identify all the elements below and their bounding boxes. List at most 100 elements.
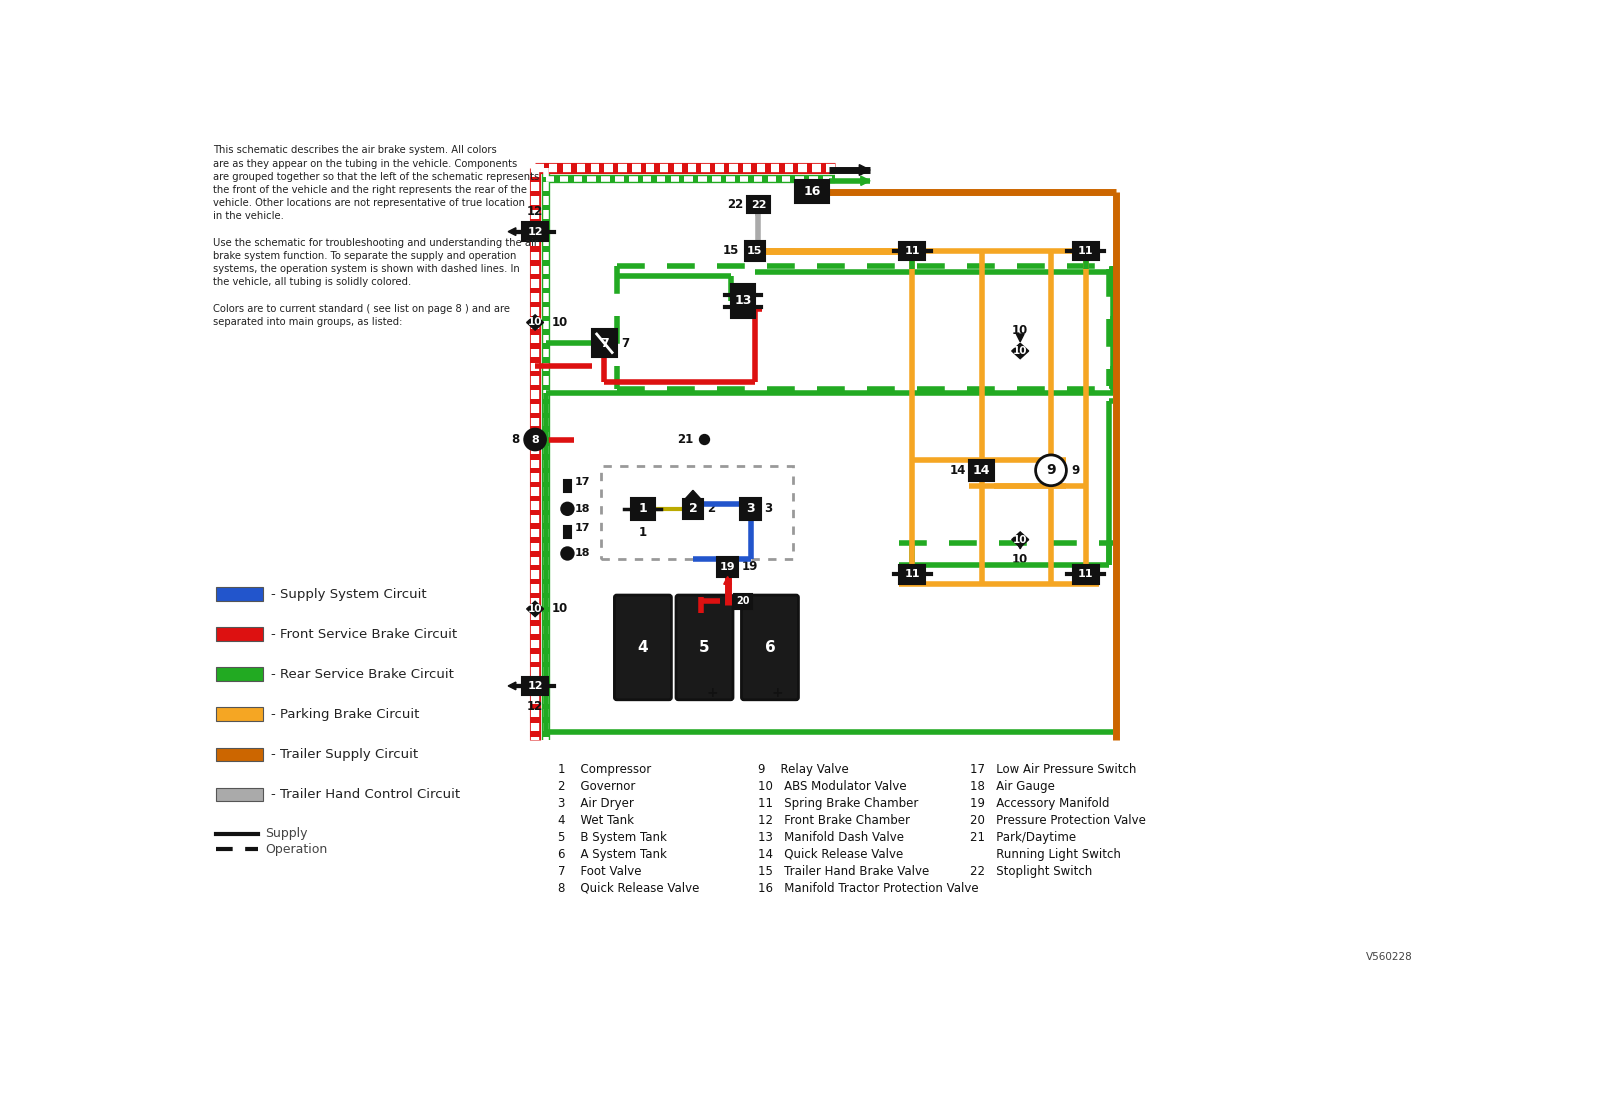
Bar (630, 498, 656, 520)
Polygon shape (1011, 532, 1029, 547)
Polygon shape (861, 176, 870, 185)
Text: 22   Stoplight Switch: 22 Stoplight Switch (970, 865, 1093, 878)
Text: 18: 18 (574, 548, 590, 559)
Text: - Front Service Brake Circuit: - Front Service Brake Circuit (270, 628, 458, 641)
Bar (216, 747, 264, 762)
Text: - Supply System Circuit: - Supply System Circuit (270, 587, 427, 601)
Text: 8: 8 (512, 433, 520, 446)
Text: 9: 9 (1046, 464, 1056, 478)
Text: 5    B System Tank: 5 B System Tank (558, 831, 667, 844)
Text: 3    Air Dryer: 3 Air Dryer (558, 797, 634, 810)
Bar (1072, 241, 1099, 260)
Text: 12: 12 (528, 681, 542, 690)
Text: 20: 20 (736, 596, 750, 606)
Text: 10: 10 (552, 603, 568, 616)
Text: 4    Wet Tank: 4 Wet Tank (558, 813, 634, 826)
Text: 8    Quick Release Valve: 8 Quick Release Valve (558, 881, 699, 894)
Circle shape (562, 547, 574, 560)
Text: 19: 19 (741, 560, 758, 573)
Polygon shape (509, 682, 515, 689)
Polygon shape (1016, 541, 1024, 549)
Text: 18   Air Gauge: 18 Air Gauge (970, 780, 1054, 792)
Text: 17: 17 (574, 477, 590, 487)
Text: 1    Compressor: 1 Compressor (558, 763, 651, 776)
Bar (717, 557, 738, 576)
Text: - Trailer Hand Control Circuit: - Trailer Hand Control Circuit (270, 788, 461, 801)
Text: 1: 1 (638, 526, 646, 539)
Text: 10: 10 (1013, 553, 1029, 567)
Circle shape (1035, 455, 1067, 486)
Bar (563, 480, 571, 492)
Bar (216, 587, 264, 602)
Text: 12   Front Brake Chamber: 12 Front Brake Chamber (758, 813, 910, 826)
FancyBboxPatch shape (614, 595, 672, 699)
Bar (739, 498, 762, 520)
Polygon shape (723, 576, 731, 584)
Bar (522, 222, 549, 241)
Text: +: + (706, 686, 718, 699)
Text: 20: 20 (755, 595, 771, 607)
Text: 16   Manifold Tractor Protection Valve: 16 Manifold Tractor Protection Valve (758, 881, 979, 894)
Bar (216, 788, 264, 801)
Text: 2: 2 (688, 502, 698, 515)
Text: 11: 11 (1078, 246, 1093, 255)
Polygon shape (685, 490, 701, 499)
Text: 13: 13 (734, 295, 752, 307)
Text: 11: 11 (1078, 569, 1093, 580)
Bar (1072, 566, 1099, 583)
Text: Running Light Switch: Running Light Switch (970, 847, 1122, 860)
Bar (747, 196, 770, 213)
Polygon shape (509, 228, 515, 236)
Text: 12: 12 (526, 699, 544, 712)
Text: 8: 8 (531, 434, 539, 445)
Text: 16: 16 (803, 185, 821, 198)
Circle shape (562, 503, 574, 515)
Polygon shape (526, 602, 544, 617)
Text: Supply: Supply (266, 827, 309, 841)
Text: 10: 10 (1013, 535, 1027, 545)
Bar (970, 459, 994, 481)
Text: 12: 12 (528, 227, 542, 237)
Text: 20   Pressure Protection Valve: 20 Pressure Protection Valve (970, 813, 1146, 826)
Text: 6    A System Tank: 6 A System Tank (558, 847, 667, 860)
Text: 14   Quick Release Valve: 14 Quick Release Valve (758, 847, 904, 860)
Text: 19   Accessory Manifold: 19 Accessory Manifold (970, 797, 1110, 810)
Text: 21: 21 (677, 433, 694, 446)
Text: 17   Low Air Pressure Switch: 17 Low Air Pressure Switch (970, 763, 1136, 776)
Text: 18: 18 (574, 504, 590, 514)
Text: 14: 14 (973, 464, 990, 477)
Text: +: + (771, 686, 784, 699)
Text: 4: 4 (637, 640, 648, 655)
Text: 10: 10 (1013, 346, 1027, 356)
Text: - Parking Brake Circuit: - Parking Brake Circuit (270, 708, 419, 721)
Bar (899, 566, 925, 583)
Text: This schematic describes the air brake system. All colors
are as they appear on : This schematic describes the air brake s… (213, 146, 539, 327)
Text: 15: 15 (723, 244, 739, 258)
Text: 14: 14 (950, 464, 966, 477)
Bar (216, 708, 264, 721)
Text: 10: 10 (528, 604, 542, 614)
Polygon shape (1016, 334, 1024, 342)
Text: 17: 17 (574, 523, 590, 533)
Text: 5: 5 (699, 640, 710, 655)
Text: 22: 22 (750, 199, 766, 209)
Text: V560228: V560228 (1366, 951, 1413, 961)
FancyBboxPatch shape (741, 595, 798, 699)
Text: 12: 12 (526, 205, 544, 218)
Text: 11   Spring Brake Chamber: 11 Spring Brake Chamber (758, 797, 918, 810)
Text: 3: 3 (765, 502, 773, 515)
Bar (899, 241, 925, 260)
Bar (744, 241, 765, 261)
Text: 11: 11 (904, 246, 920, 255)
Bar (216, 667, 264, 682)
Text: 22: 22 (726, 198, 742, 212)
Text: 7: 7 (600, 336, 608, 350)
Polygon shape (1011, 343, 1029, 358)
Text: 15   Trailer Hand Brake Valve: 15 Trailer Hand Brake Valve (758, 865, 930, 878)
Text: 13   Manifold Dash Valve: 13 Manifold Dash Valve (758, 831, 904, 844)
Bar (563, 526, 571, 538)
Text: 7    Foot Valve: 7 Foot Valve (558, 865, 642, 878)
Bar (592, 330, 616, 357)
Bar (795, 180, 829, 203)
Text: 7: 7 (621, 336, 629, 350)
